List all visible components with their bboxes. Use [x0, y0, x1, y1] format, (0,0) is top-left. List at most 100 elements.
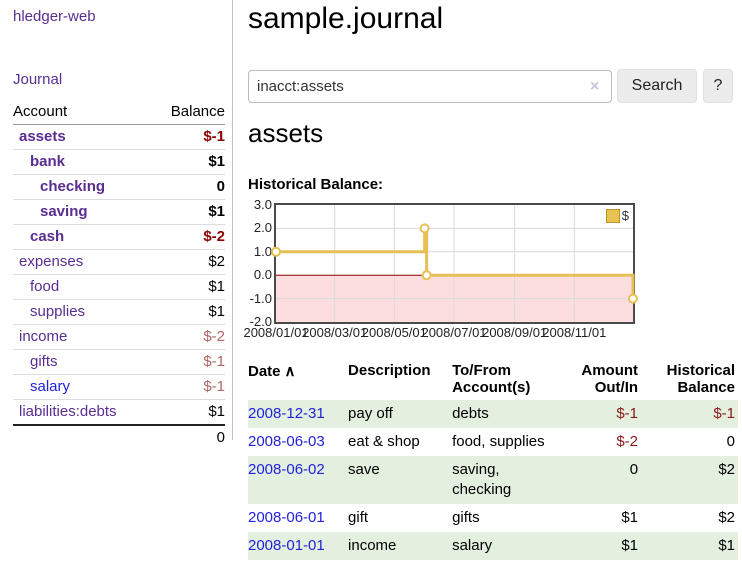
register-row: 2008-06-01 gift gifts $1 $2	[248, 504, 738, 532]
sort-ascending-icon: ∧	[284, 363, 296, 380]
x-tick-label: 2008/07/01	[421, 325, 487, 340]
y-tick-label: 1.0	[253, 243, 272, 259]
account-link[interactable]: assets	[19, 128, 66, 145]
account-column-header: Account	[13, 103, 68, 120]
sidebar-account-bank: bank $1	[13, 150, 225, 175]
account-link[interactable]: liabilities:debts	[19, 403, 117, 420]
account-link[interactable]: supplies	[30, 303, 86, 320]
account-link[interactable]: expenses	[19, 253, 84, 270]
sidebar-account-saving: saving $1	[13, 200, 225, 225]
account-link[interactable]: income	[19, 328, 68, 345]
page-title: sample.journal	[248, 2, 444, 35]
sidebar-account-expenses: expenses $2	[13, 250, 225, 275]
transaction-accounts: gifts	[452, 509, 480, 526]
balance-column-header: Historical Balance	[666, 362, 735, 396]
transaction-balance: $2	[718, 461, 735, 478]
x-tick-label: 2008/11/01	[542, 325, 607, 340]
transaction-accounts: salary	[452, 537, 493, 554]
register-row: 2008-06-02 save saving, checking 0 $2	[248, 456, 738, 504]
sidebar-account-income: income $-2	[13, 325, 225, 350]
balance-column-header: Balance	[170, 103, 225, 120]
date-header-label: Date	[248, 363, 281, 380]
transaction-date-link[interactable]: 2008-12-31	[248, 405, 325, 422]
chart-canvas	[271, 205, 638, 322]
account-link[interactable]: checking	[40, 178, 106, 195]
legend-label: $	[621, 208, 629, 223]
account-balance: $-2	[203, 228, 225, 245]
transaction-amount: $1	[621, 537, 639, 554]
account-balance: $2	[208, 253, 225, 270]
account-balance: $1	[208, 303, 225, 320]
search-input[interactable]	[248, 70, 612, 103]
sidebar-account-food: food $1	[13, 275, 225, 300]
amount-column-header: Amount Out/In	[581, 362, 639, 396]
legend-swatch-icon	[605, 208, 620, 223]
chart-title: Historical Balance:	[248, 176, 384, 193]
sidebar-total-row: 0	[13, 424, 225, 450]
account-link[interactable]: salary	[30, 378, 71, 395]
account-link[interactable]: saving	[40, 203, 88, 220]
chart-legend: $	[605, 208, 629, 223]
account-balance: $-1	[203, 353, 225, 370]
description-column-header: Description	[348, 362, 431, 379]
transaction-amount: $-1	[616, 405, 639, 422]
account-link[interactable]: bank	[30, 153, 66, 170]
transaction-balance: 0	[726, 433, 735, 450]
account-balance: $-1	[203, 128, 225, 145]
account-balance: $1	[208, 153, 225, 170]
chart-x-axis: 2008/01/01 2008/03/01 2008/05/01 2008/07/01…	[243, 325, 633, 341]
transaction-date-link[interactable]: 2008-06-03	[248, 433, 325, 450]
sidebar-account-cash: cash $-2	[13, 225, 225, 250]
transaction-description: save	[348, 461, 380, 478]
register-row: 2008-12-31 pay off debts $-1 $-1	[248, 400, 738, 428]
y-tick-label: 2.0	[253, 220, 272, 236]
account-balance: 0	[216, 178, 225, 195]
y-tick-label: -2.0	[249, 314, 272, 329]
account-balance-table: Account Balance assets $-1 bank $1 check…	[13, 100, 225, 450]
y-tick-label: 0.0	[253, 267, 272, 283]
chart-plot: $	[271, 203, 638, 324]
register-row: 2008-06-03 eat & shop food, supplies $-2…	[248, 428, 738, 456]
sidebar-account-salary: salary $-1	[13, 375, 225, 400]
sidebar-item-journal[interactable]: Journal	[13, 71, 63, 88]
sidebar-account-gifts: gifts $-1	[13, 350, 225, 375]
help-button[interactable]: ?	[703, 69, 733, 103]
transaction-description: income	[348, 537, 397, 554]
total-balance: 0	[216, 429, 225, 446]
account-balance: $-2	[203, 328, 225, 345]
sidebar-account-supplies: supplies $1	[13, 300, 225, 325]
transaction-description: pay off	[348, 405, 393, 422]
transaction-accounts: saving, checking	[452, 461, 512, 498]
transaction-amount: $-2	[616, 433, 639, 450]
chart-y-axis: 3.0 2.0 1.0 0.0 -1.0 -2.0	[234, 197, 272, 329]
account-link[interactable]: gifts	[30, 353, 58, 370]
transaction-balance: $1	[718, 537, 735, 554]
transaction-amount: $1	[621, 509, 639, 526]
account-balance: $1	[208, 203, 225, 220]
transaction-date-link[interactable]: 2008-01-01	[248, 537, 325, 554]
search-button[interactable]: Search	[617, 69, 697, 103]
register-row: 2008-01-01 income salary $1 $1	[248, 532, 738, 560]
sidebar: hledger-web Journal Account Balance asse…	[0, 0, 233, 446]
sidebar-account-checking: checking 0	[13, 175, 225, 200]
transaction-description: eat & shop	[348, 433, 420, 450]
y-tick-label: -1.0	[249, 290, 272, 306]
transaction-amount: 0	[629, 461, 639, 478]
transaction-balance: $2	[718, 509, 735, 526]
brand-link[interactable]: hledger-web	[13, 8, 96, 25]
x-tick-label: 2008/03/01	[302, 325, 368, 340]
transaction-date-link[interactable]: 2008-06-02	[248, 461, 325, 478]
transaction-description: gift	[348, 509, 369, 526]
tofrom-column-header: To/From Account(s)	[452, 362, 531, 396]
account-balance: $1	[208, 403, 225, 420]
account-link[interactable]: food	[30, 278, 60, 295]
register-header-row: Date ∧ Description To/From Account(s) Amo…	[248, 360, 738, 400]
date-column-header[interactable]: Date ∧	[248, 360, 348, 400]
transaction-date-link[interactable]: 2008-06-01	[248, 509, 325, 526]
account-link[interactable]: cash	[30, 228, 65, 245]
account-balance: $-1	[203, 378, 225, 395]
transaction-accounts: debts	[452, 405, 489, 422]
account-table-header: Account Balance	[13, 100, 225, 125]
x-tick-label: 2008/01/01	[243, 325, 309, 340]
clear-search-icon[interactable]: ×	[590, 78, 600, 95]
